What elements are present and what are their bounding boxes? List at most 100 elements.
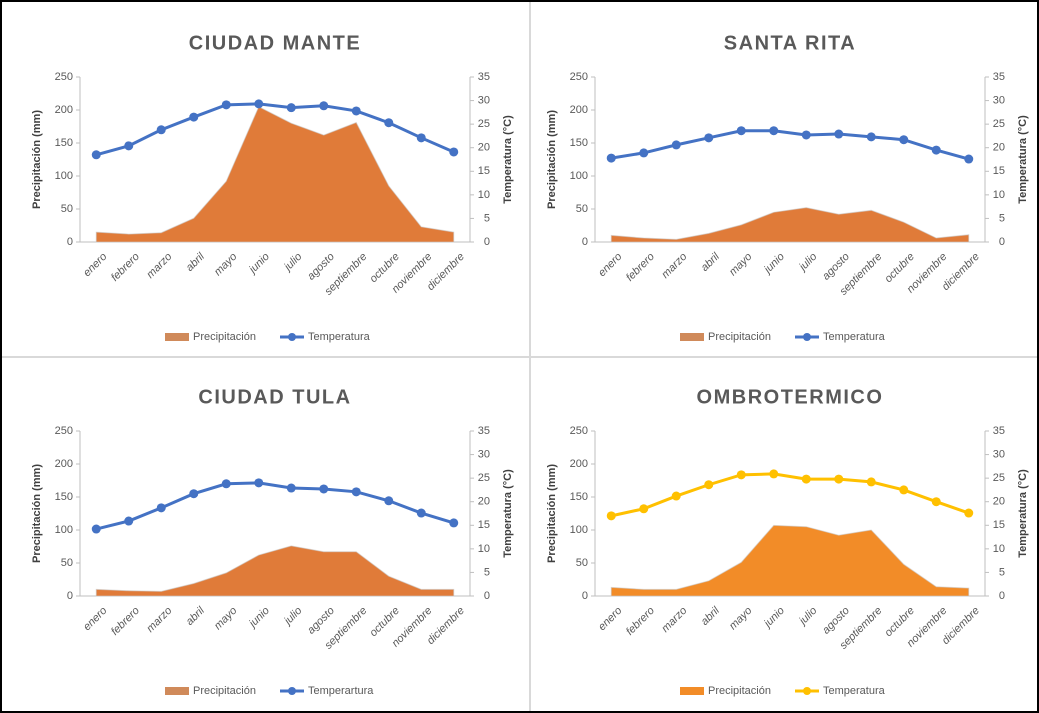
y2-tick-label: 5	[999, 212, 1005, 224]
temperature-marker	[704, 133, 714, 143]
temperature-marker	[351, 487, 361, 497]
y2-tick-label: 0	[999, 236, 1005, 248]
legend-swatch	[165, 687, 189, 695]
temperature-marker	[606, 153, 616, 163]
temperature-marker	[866, 132, 876, 142]
y2-tick-label: 0	[484, 590, 490, 602]
legend-swatch	[165, 333, 189, 341]
y-tick-label: 50	[576, 557, 588, 569]
temperature-marker	[189, 112, 199, 122]
temperature-line	[610, 472, 970, 518]
chart-title: OMBROTERMICO	[697, 386, 884, 408]
y-tick-label: 0	[67, 236, 73, 248]
temperature-line	[611, 129, 970, 161]
y-tick-label: 0	[67, 590, 73, 602]
y-tick-label: 150	[570, 491, 588, 503]
y-tick-label: 200	[55, 458, 73, 470]
temperature-marker	[254, 99, 264, 109]
y-tick-label: 50	[61, 203, 73, 215]
y2-tick-label: 25	[478, 118, 490, 130]
temperature-marker	[416, 508, 426, 518]
temperature-marker	[931, 497, 941, 507]
legend-label: Precipitación	[708, 331, 771, 343]
y-tick-label: 0	[582, 236, 588, 248]
y2-tick-label: 5	[484, 566, 490, 578]
legend-label: Temperatura	[823, 685, 886, 697]
legend-swatch	[680, 333, 704, 341]
y2-tick-label: 0	[484, 236, 490, 248]
y2-tick-label: 25	[993, 118, 1005, 130]
y2-tick-label: 25	[478, 472, 490, 484]
temperature-line	[95, 481, 455, 531]
temperature-marker	[606, 511, 616, 521]
y2-tick-label: 25	[993, 472, 1005, 484]
temperature-line	[95, 102, 455, 157]
y2-tick-label: 10	[478, 543, 490, 555]
temperature-marker	[416, 133, 426, 143]
legend-label: Precipitación	[708, 685, 771, 697]
temperature-marker	[736, 126, 746, 136]
y2-tick-label: 15	[993, 165, 1005, 177]
temperature-marker	[964, 508, 974, 518]
temperature-marker	[801, 130, 811, 140]
temperature-marker	[91, 524, 101, 534]
temperature-marker	[866, 477, 876, 487]
y2-tick-label: 30	[478, 94, 490, 106]
legend-label: Temperatura	[308, 331, 371, 343]
y2-tick-label: 20	[993, 142, 1005, 154]
y-tick-label: 250	[55, 71, 73, 83]
y2-tick-label: 15	[993, 519, 1005, 531]
legend-label: Temperatura	[823, 331, 886, 343]
y-tick-label: 150	[55, 491, 73, 503]
y2-tick-label: 5	[999, 566, 1005, 578]
y2-axis-title: Temperatura (°C)	[1017, 115, 1029, 204]
y2-tick-label: 30	[993, 448, 1005, 460]
y-tick-label: 200	[570, 458, 588, 470]
temperature-marker	[91, 150, 101, 160]
y-tick-label: 150	[570, 137, 588, 149]
y-axis-title: Precipitación (mm)	[546, 110, 558, 209]
y2-tick-label: 35	[478, 71, 490, 83]
chart-title: CIUDAD TULA	[198, 386, 351, 408]
temperature-marker	[384, 496, 394, 506]
temperature-marker	[931, 145, 941, 155]
y2-tick-label: 20	[478, 142, 490, 154]
y2-tick-label: 10	[993, 189, 1005, 201]
legend-marker	[803, 333, 811, 341]
legend-label: Temperartura	[308, 685, 374, 697]
temperature-marker	[899, 135, 909, 145]
y2-axis-title: Temperatura (°C)	[502, 115, 514, 204]
y2-tick-label: 10	[993, 543, 1005, 555]
y-tick-label: 100	[55, 524, 73, 536]
legend-swatch	[680, 687, 704, 695]
y2-tick-label: 15	[478, 519, 490, 531]
temperature-marker	[221, 100, 231, 110]
legend-label: Precipitación	[193, 331, 256, 343]
temperature-marker	[351, 106, 361, 116]
y2-axis-title: Temperatura (°C)	[502, 469, 514, 558]
precipitation-area	[95, 106, 455, 243]
temperature-marker	[286, 103, 296, 113]
temperature-marker	[639, 504, 649, 514]
temperature-marker	[384, 118, 394, 128]
temperature-marker	[834, 129, 844, 139]
temperature-marker	[124, 141, 134, 151]
chart-title: CIUDAD MANTE	[189, 32, 361, 54]
y-tick-label: 250	[570, 71, 588, 83]
precipitation-area	[610, 524, 970, 597]
legend-marker	[288, 687, 296, 695]
precipitation-area	[610, 207, 970, 243]
y-axis-title: Precipitación (mm)	[546, 464, 558, 563]
y-tick-label: 250	[55, 425, 73, 437]
y2-tick-label: 0	[999, 590, 1005, 602]
y2-tick-label: 30	[478, 448, 490, 460]
temperature-marker	[156, 125, 166, 135]
temperature-marker	[769, 469, 779, 479]
legend-label: Precipitación	[193, 685, 256, 697]
temperature-marker	[189, 489, 199, 499]
y2-tick-label: 35	[993, 425, 1005, 437]
temperature-marker	[286, 483, 296, 493]
temperature-marker	[769, 126, 779, 136]
y-tick-label: 50	[61, 557, 73, 569]
